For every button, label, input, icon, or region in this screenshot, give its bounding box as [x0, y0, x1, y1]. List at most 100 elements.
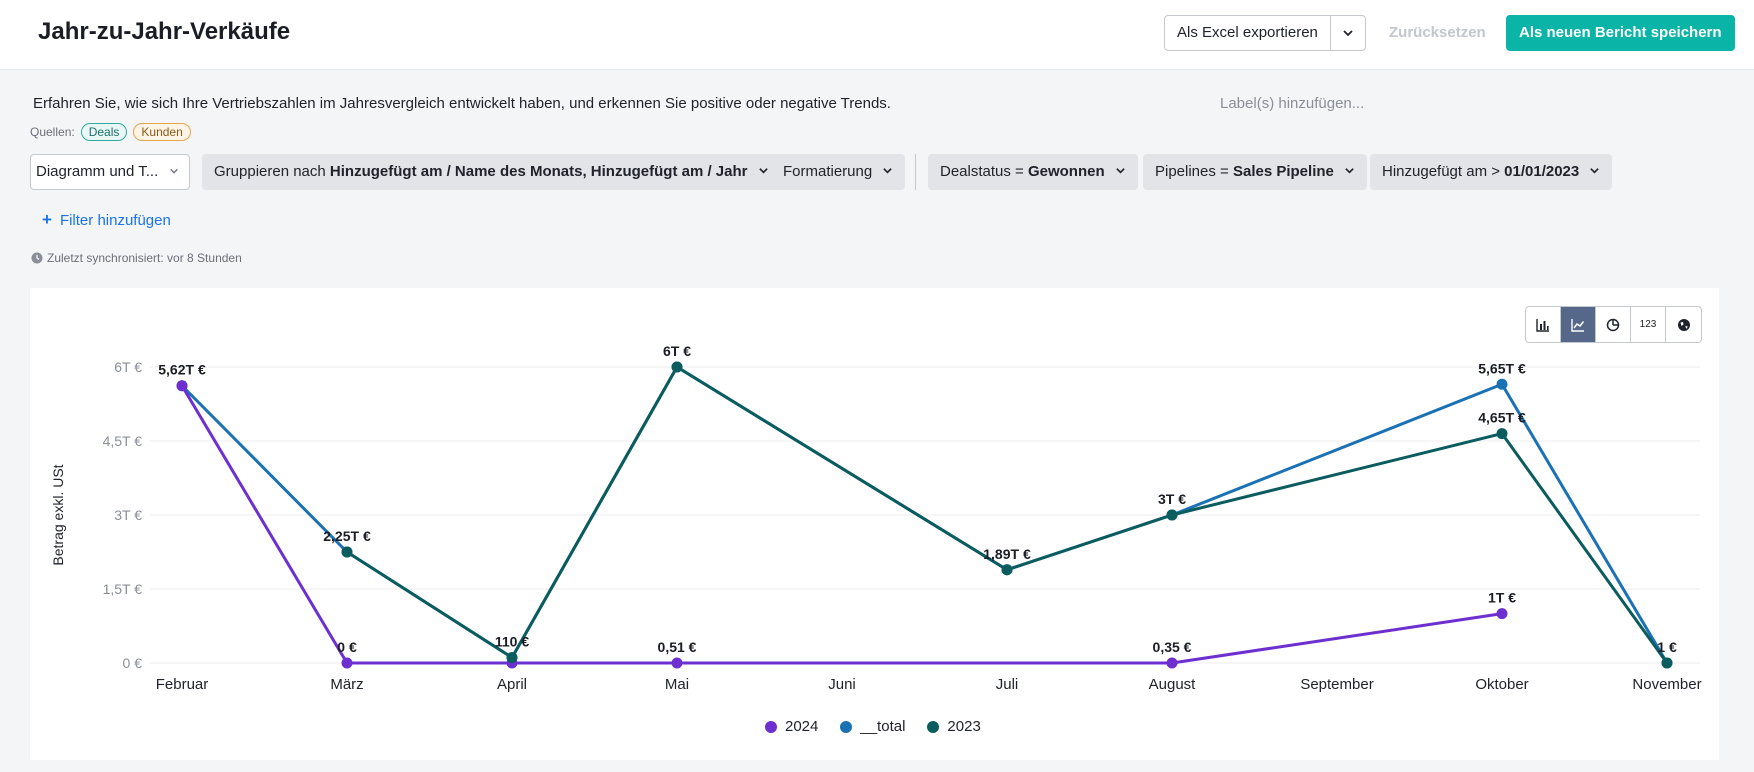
data-point-2024	[341, 657, 353, 669]
formatting-pill[interactable]: Formatierung	[771, 154, 906, 190]
y-tick-label: 0 €	[123, 655, 143, 671]
globe-icon	[1677, 318, 1690, 331]
data-point-2023	[506, 652, 518, 664]
data-point-2024	[1166, 657, 1178, 669]
data-label: 110 €	[495, 634, 529, 650]
chart-legend: 2024 __total 2023	[765, 718, 981, 735]
pie-chart-button[interactable]	[1596, 307, 1631, 342]
x-tick-label: August	[1149, 676, 1197, 693]
data-label: 0,35 €	[1153, 639, 1192, 655]
legend-dot	[840, 720, 853, 733]
reset-button[interactable]: Zurücksetzen	[1389, 24, 1486, 41]
bar-chart-button[interactable]	[1526, 307, 1561, 342]
sync-text: Zuletzt synchronisiert: vor 8 Stunden	[47, 251, 242, 265]
export-excel-button[interactable]: Als Excel exportieren	[1165, 16, 1331, 50]
legend-item-2024[interactable]: 2024	[765, 718, 818, 735]
data-point-2023	[1166, 509, 1178, 521]
legend-label: __total	[860, 718, 906, 735]
data-point-2024	[1496, 608, 1508, 620]
line-chart-button[interactable]	[1561, 307, 1596, 342]
pipelines-value: Sales Pipeline	[1232, 163, 1334, 180]
x-tick-label: Juli	[996, 676, 1019, 693]
legend-dot	[927, 720, 940, 733]
dealstatus-value: Gewonnen	[1027, 163, 1105, 180]
add-filter-label: Filter hinzufügen	[59, 212, 171, 229]
page-title: Jahr-zu-Jahr-Verkäufe	[38, 18, 291, 45]
add-filter-button[interactable]: + Filter hinzufügen	[42, 210, 171, 230]
data-label: 6T €	[663, 343, 691, 359]
y-tick-label: 1,5T €	[103, 581, 143, 597]
data-point-2023	[1496, 428, 1508, 440]
number-chart-button[interactable]: 123	[1631, 307, 1666, 342]
data-point-2023	[1661, 657, 1673, 669]
data-label: 5,62T €	[158, 362, 206, 378]
chevron-down-icon	[170, 168, 178, 174]
data-label: 1 €	[1657, 639, 1677, 655]
sources-label: Quellen:	[30, 125, 75, 139]
source-tag-kunden[interactable]: Kunden	[133, 123, 191, 141]
pie-chart-icon	[1606, 318, 1620, 331]
y-tick-label: 6T €	[114, 359, 142, 375]
x-tick-label: November	[1632, 676, 1701, 693]
chart-type-toggle: 123	[1525, 306, 1702, 343]
map-chart-button[interactable]	[1666, 307, 1701, 342]
x-tick-label: Februar	[156, 676, 209, 693]
data-point-2023	[1001, 564, 1013, 576]
series-line-2024	[180, 384, 1503, 665]
y-tick-label: 3T €	[114, 507, 142, 523]
data-label: 0 €	[337, 639, 357, 655]
data-label: 2,25T €	[323, 528, 371, 544]
sources-row: Quellen: Deals Kunden	[30, 123, 191, 141]
data-label: 3T €	[1158, 491, 1186, 507]
legend-dot	[765, 720, 777, 733]
chevron-down-icon	[758, 168, 768, 174]
data-label: 1,89T €	[983, 546, 1031, 562]
data-label: 1T €	[1488, 590, 1516, 606]
sync-status: Zuletzt synchronisiert: vor 8 Stunden	[31, 251, 242, 265]
x-tick-label: Juni	[828, 676, 856, 693]
save-report-button[interactable]: Als neuen Bericht speichern	[1506, 15, 1735, 51]
y-tick-label: 4,5T €	[103, 433, 143, 449]
chevron-down-icon	[1116, 168, 1125, 174]
formatting-label: Formatierung	[783, 163, 873, 180]
filter-dealstatus[interactable]: Dealstatus = Gewonnen	[928, 154, 1138, 190]
group-by-pill[interactable]: Gruppieren nach Hinzugefügt am / Name de…	[202, 154, 781, 190]
data-point-total	[1496, 378, 1508, 390]
x-tick-label: Oktober	[1475, 676, 1528, 693]
legend-label: 2023	[947, 718, 981, 735]
report-header: Jahr-zu-Jahr-Verkäufe Als Excel exportie…	[0, 0, 1754, 70]
data-point-2024	[176, 380, 188, 392]
data-point-2024	[671, 657, 683, 669]
y-axis-label: Betrag exkl. USt	[50, 464, 66, 565]
add-label-input[interactable]: Label(s) hinzufügen...	[1220, 95, 1365, 112]
toolbar-divider	[915, 154, 916, 190]
x-tick-label: September	[1300, 676, 1373, 693]
number-123-icon: 123	[1639, 319, 1657, 330]
chevron-down-icon	[1590, 168, 1600, 174]
export-split-button[interactable]: Als Excel exportieren	[1164, 15, 1366, 51]
data-label: 0,51 €	[658, 639, 697, 655]
view-select[interactable]: Diagramm und T...	[30, 154, 190, 190]
data-label: 4,65T €	[1478, 410, 1526, 426]
filter-added-date[interactable]: Hinzugefügt am > 01/01/2023	[1370, 154, 1613, 190]
view-select-value: Diagramm und T...	[36, 163, 159, 180]
bar-chart-icon	[1536, 318, 1549, 332]
line-chart-icon	[1571, 318, 1585, 332]
legend-label: 2024	[785, 718, 819, 735]
chevron-down-icon	[1343, 30, 1353, 37]
data-point-2023	[671, 361, 683, 373]
data-label: 5,65T €	[1478, 360, 1526, 376]
group-by-value: Hinzugefügt am / Name des Monats, Hinzug…	[329, 163, 748, 180]
legend-item-2023[interactable]: 2023	[927, 718, 981, 735]
export-menu-button[interactable]	[1331, 16, 1365, 50]
dealstatus-prefix: Dealstatus =	[940, 163, 1024, 180]
plus-icon: +	[42, 210, 52, 229]
pipelines-prefix: Pipelines =	[1155, 163, 1229, 180]
chevron-down-icon	[1345, 168, 1354, 174]
x-tick-label: März	[330, 676, 363, 693]
source-tag-deals[interactable]: Deals	[80, 123, 128, 141]
legend-item-total[interactable]: __total	[840, 718, 905, 735]
filter-pipelines[interactable]: Pipelines = Sales Pipeline	[1143, 154, 1368, 190]
added-prefix: Hinzugefügt am >	[1382, 163, 1500, 180]
